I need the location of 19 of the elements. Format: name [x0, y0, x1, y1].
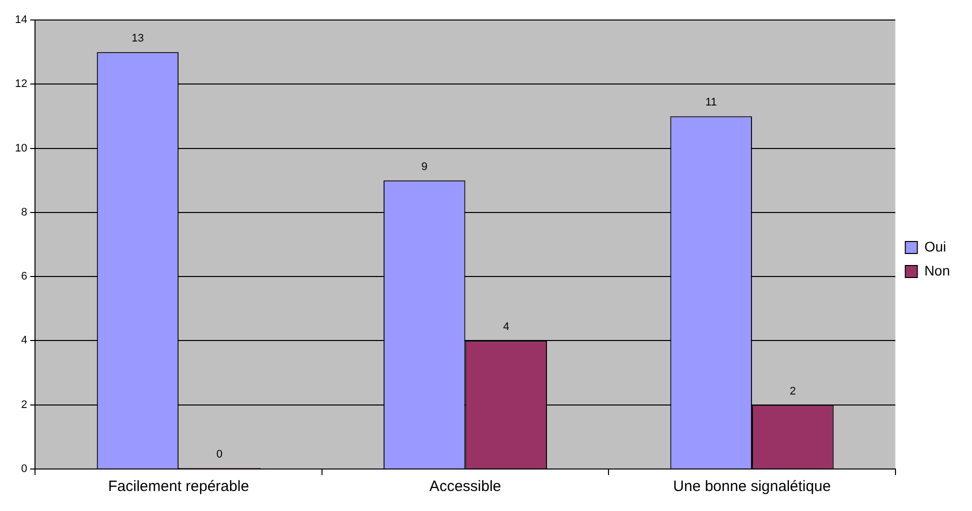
- y-tick-label: 12: [14, 78, 28, 90]
- y-tick-label: 14: [14, 14, 28, 26]
- legend-label: Oui: [924, 238, 946, 254]
- x-tick-label: Accessible: [429, 478, 502, 496]
- x-tick-label: Facilement repérable: [108, 478, 250, 496]
- y-tick-label: 10: [14, 142, 28, 154]
- x-tick-label: Une bonne signalétique: [673, 478, 831, 496]
- data-label: 9: [421, 160, 428, 173]
- y-tick-label: 6: [21, 270, 28, 283]
- data-label: 4: [503, 321, 510, 334]
- legend-label: Non: [924, 262, 950, 278]
- data-label: 0: [216, 448, 222, 461]
- data-label: 11: [705, 96, 717, 109]
- y-tick-label: 4: [21, 334, 28, 347]
- y-tick-label: 0: [21, 463, 28, 476]
- y-tick-label: 2: [21, 398, 28, 411]
- data-label: 2: [790, 385, 796, 398]
- data-label: 13: [132, 32, 144, 45]
- y-tick-label: 8: [21, 206, 28, 218]
